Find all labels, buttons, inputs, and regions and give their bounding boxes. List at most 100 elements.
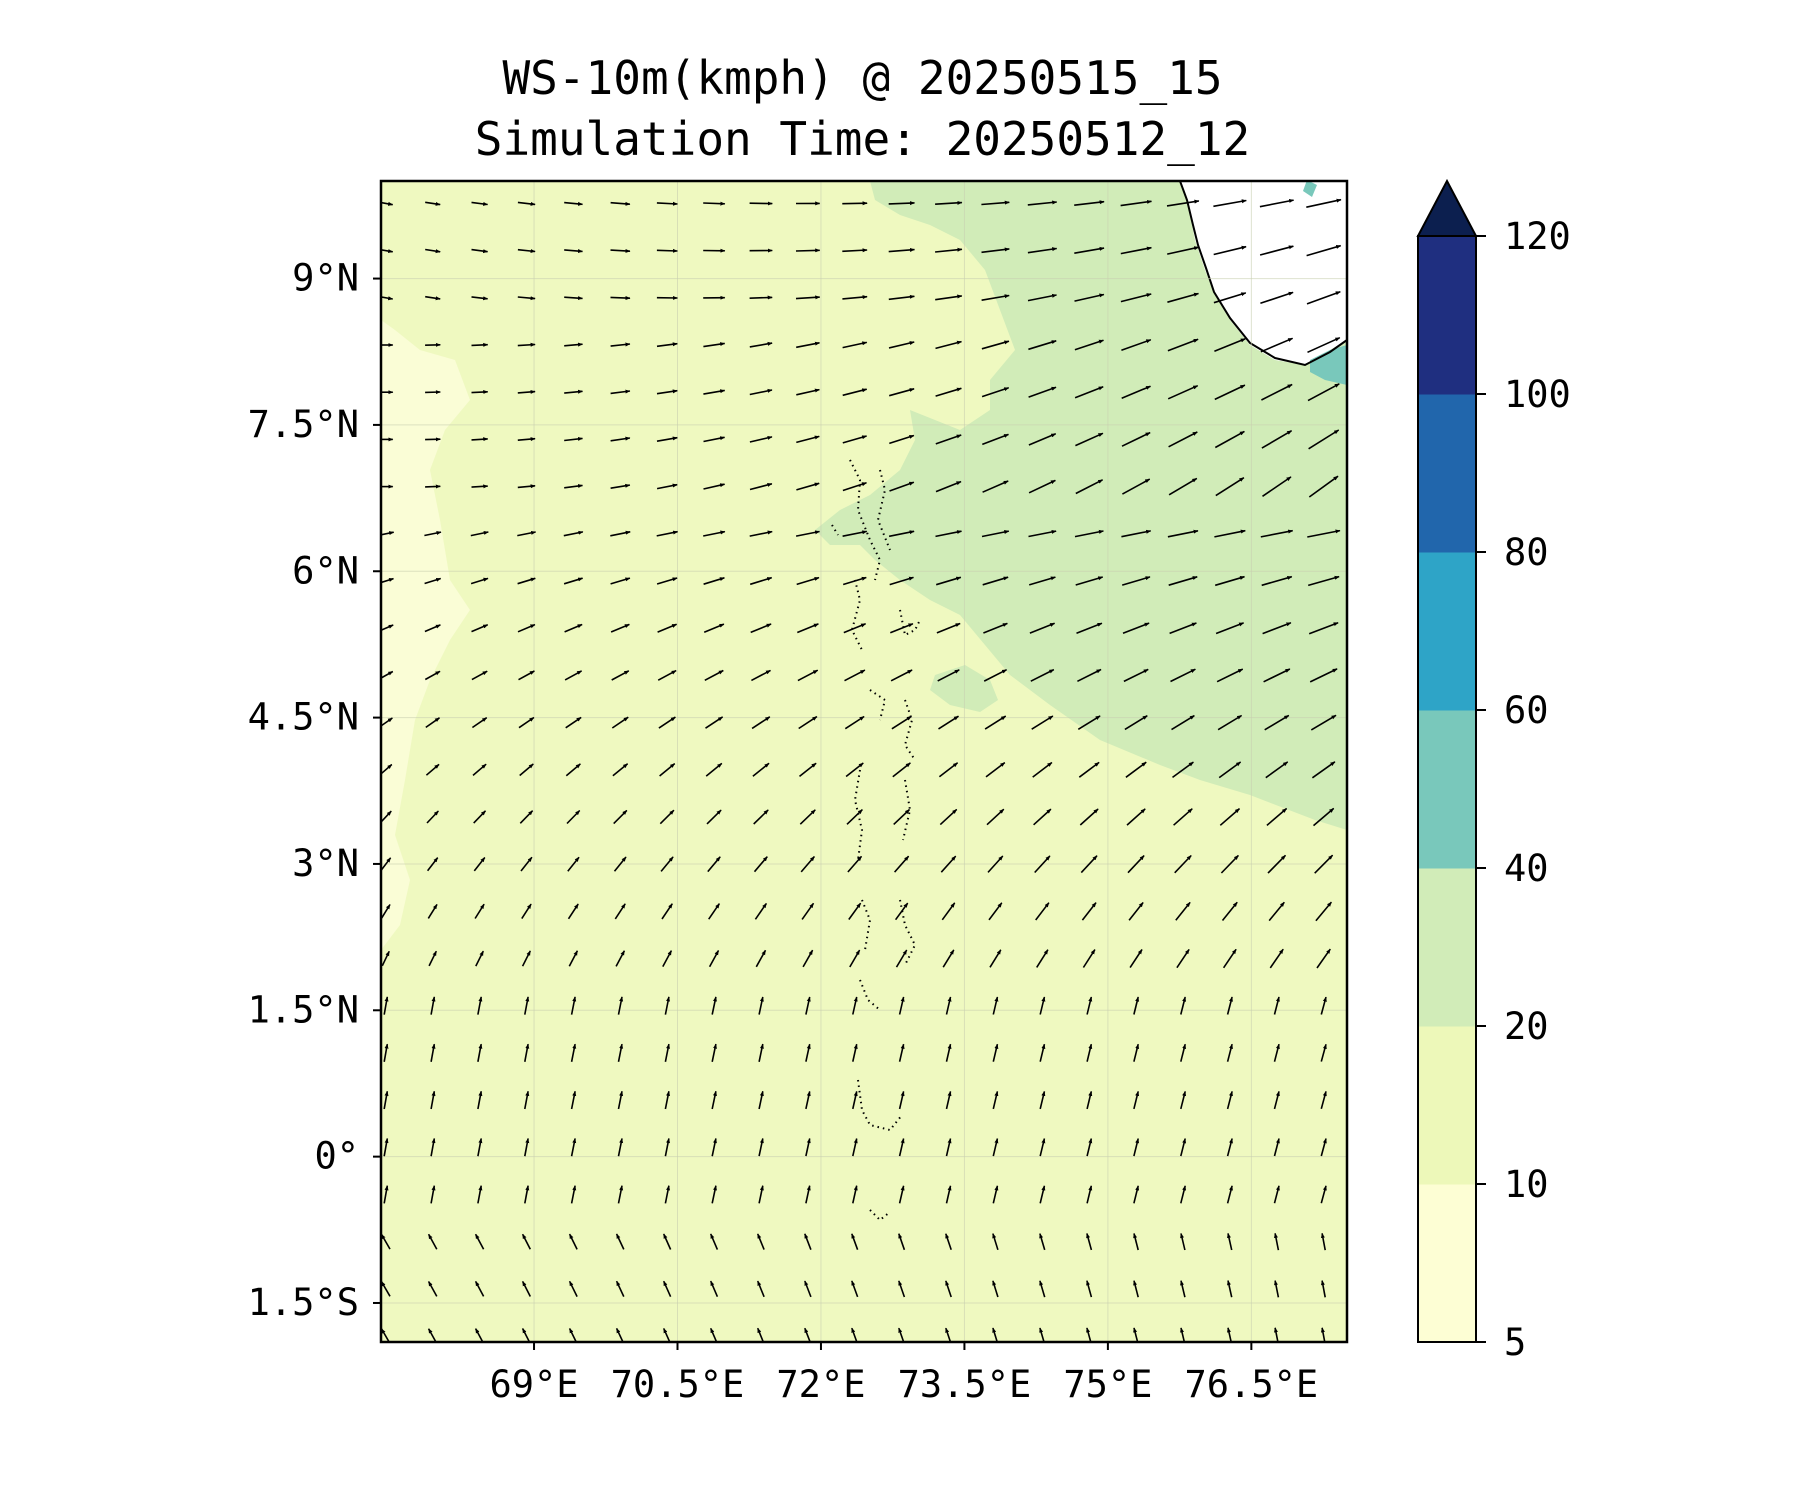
wind-vector <box>610 248 631 253</box>
wind-vector <box>898 996 905 1015</box>
wind-vector <box>1273 996 1280 1015</box>
wind-vector <box>1266 807 1288 827</box>
wind-vector <box>658 716 676 729</box>
wind-vector <box>1168 576 1198 586</box>
colorbar-segment <box>1418 552 1476 711</box>
wind-vector <box>1027 247 1058 254</box>
wind-vector <box>1086 1185 1093 1204</box>
wind-vector <box>1120 293 1152 303</box>
wind-vector <box>662 1233 672 1250</box>
wind-vector <box>893 808 911 825</box>
wind-vector <box>802 949 814 968</box>
wind-vector <box>656 530 679 537</box>
wind-vector <box>471 201 489 206</box>
lat-tick-label: 9°N <box>292 257 359 300</box>
wind-vector <box>425 717 440 729</box>
wind-vector <box>1075 576 1104 586</box>
wind-vector <box>614 903 626 920</box>
wind-vector <box>704 669 724 682</box>
wind-vector <box>938 715 959 730</box>
wind-vector <box>564 436 583 442</box>
wind-vector <box>1306 198 1342 208</box>
wind-vector <box>517 296 536 301</box>
lat-tick-label: 1.5°N <box>248 988 359 1031</box>
wind-vector <box>1265 761 1289 779</box>
wind-vector <box>796 341 820 349</box>
wind-vector <box>1169 622 1197 635</box>
wind-vector <box>610 201 631 206</box>
wind-vector <box>1261 430 1293 449</box>
wind-vector <box>749 482 773 491</box>
wind-vector <box>1174 854 1192 874</box>
wind-vector <box>1259 199 1295 208</box>
wind-vector <box>982 576 1009 586</box>
lon-tick-label: 72°E <box>776 1363 865 1406</box>
wind-vector <box>1080 855 1098 874</box>
atoll-outline <box>903 699 916 761</box>
wind-vector <box>755 949 767 968</box>
wind-vector <box>935 480 962 493</box>
wind-vector <box>939 808 958 826</box>
wind-vector <box>1262 476 1292 497</box>
wind-vector <box>842 482 867 492</box>
wind-vector <box>518 670 535 681</box>
wind-vector <box>1121 339 1152 351</box>
wind-vector <box>1133 1043 1140 1062</box>
wind-vector <box>568 1280 578 1297</box>
wind-vector <box>1077 715 1101 730</box>
wind-vector <box>1316 948 1331 969</box>
colorbar-tick-label: 100 <box>1504 373 1571 416</box>
wind-vector <box>711 1090 717 1110</box>
wind-vector <box>945 1280 952 1298</box>
wind-vector <box>843 623 867 634</box>
wind-vector <box>610 623 630 633</box>
wind-vector <box>470 577 489 585</box>
wind-vector <box>1320 1280 1326 1298</box>
colorbar-tick-label: 60 <box>1504 689 1549 732</box>
wind-vector <box>656 436 678 442</box>
wind-vector <box>1311 761 1336 779</box>
wind-vector <box>612 763 629 777</box>
wind-vector <box>656 389 678 395</box>
wind-vector <box>381 577 394 584</box>
wind-vector <box>1125 761 1147 778</box>
wind-vector <box>1306 244 1342 257</box>
wind-vector <box>992 1043 999 1062</box>
wind-vector <box>471 342 489 347</box>
wind-vector <box>563 530 584 537</box>
land-india <box>1180 181 1347 365</box>
wind-vector <box>617 1185 624 1204</box>
wind-vector <box>517 389 536 394</box>
wind-vector <box>847 855 863 873</box>
wind-vector <box>1166 199 1200 207</box>
wind-vector <box>711 1185 717 1204</box>
wind-vector <box>846 809 863 825</box>
wind-vector <box>936 622 961 634</box>
map-area <box>381 181 1347 1342</box>
wind-vector <box>705 716 724 729</box>
wind-vector <box>1086 1043 1093 1062</box>
coastline <box>1179 181 1347 367</box>
wind-vector <box>754 902 768 920</box>
wind-vector <box>800 855 816 873</box>
wind-vector <box>752 762 770 777</box>
wind-vector <box>381 904 391 919</box>
wind-vector <box>1173 808 1193 826</box>
lon-tick-label: 70.5°E <box>611 1363 745 1406</box>
wind-vector <box>517 437 536 442</box>
wind-vector <box>519 810 534 824</box>
wind-vector <box>1133 1280 1139 1298</box>
wind-vector <box>425 763 440 776</box>
wind-vector <box>1273 1138 1280 1157</box>
wind-vector <box>424 577 442 585</box>
wind-vector <box>477 1043 483 1062</box>
lat-tick-label: 4.5°N <box>248 696 359 739</box>
wind-vector <box>659 762 676 777</box>
wind-vector <box>383 1090 389 1110</box>
wind-vector <box>703 389 726 395</box>
wind-vector <box>611 670 630 681</box>
wind-vector <box>474 1233 485 1250</box>
wind-vector <box>982 480 1009 493</box>
wind-vector <box>1121 576 1151 586</box>
longitude-axis: 69°E 70.5°E 72°E 73.5°E 75°E 76.5°E <box>489 1342 1318 1406</box>
